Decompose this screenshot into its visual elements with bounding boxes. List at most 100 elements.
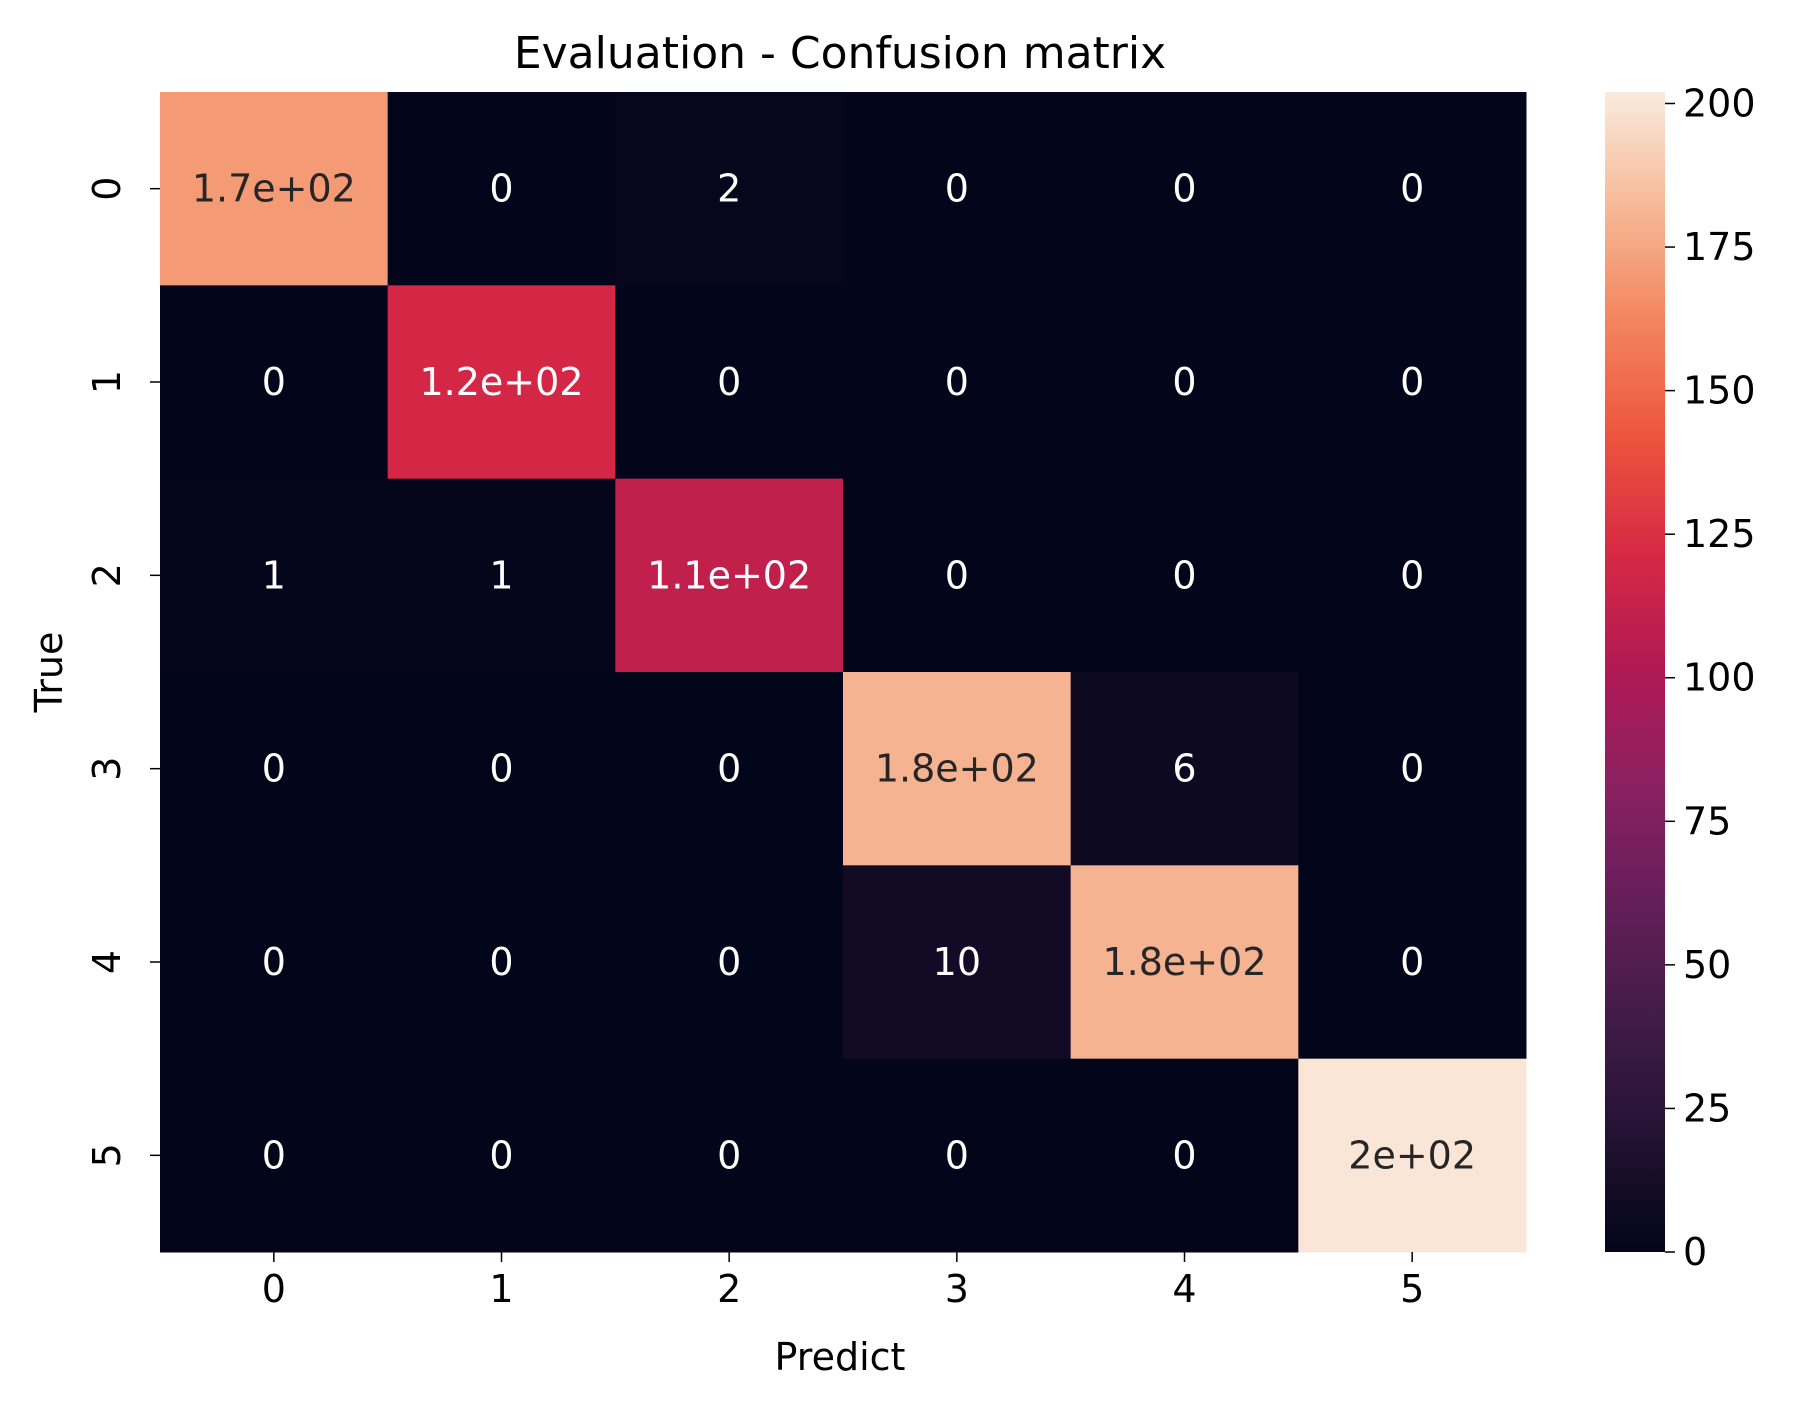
x-tick-label-3: 3 bbox=[945, 1267, 969, 1311]
heatmap-cell-1-1 bbox=[387, 285, 616, 480]
cell-label-5-3: 0 bbox=[945, 1133, 969, 1177]
heatmap-cell-1-2 bbox=[615, 285, 844, 480]
heatmap-cell-3-2 bbox=[615, 672, 844, 866]
cell-label-0-5: 0 bbox=[1400, 167, 1424, 211]
heatmap-cell-4-2 bbox=[615, 865, 844, 1060]
cell-label-2-5: 0 bbox=[1400, 553, 1424, 597]
heatmap-cell-5-5 bbox=[1298, 1058, 1527, 1253]
heatmap-cell-5-3 bbox=[843, 1058, 1072, 1253]
colorbar bbox=[1605, 92, 1665, 1252]
x-tick-label-5: 5 bbox=[1400, 1267, 1424, 1311]
cell-label-5-4: 0 bbox=[1172, 1133, 1196, 1177]
x-tick-label-4: 4 bbox=[1172, 1267, 1196, 1311]
x-axis-label: Predict bbox=[775, 1335, 906, 1379]
cell-label-0-1: 0 bbox=[489, 167, 513, 211]
heatmap-cell-3-3 bbox=[843, 672, 1072, 866]
cell-label-1-0: 0 bbox=[262, 360, 286, 404]
y-tick-label-2: 2 bbox=[85, 563, 129, 587]
heatmap-cell-0-1 bbox=[387, 92, 616, 286]
y-axis-ticks: 0 1 2 3 4 5 bbox=[85, 177, 160, 1167]
colorbar-tick-label-3: 75 bbox=[1683, 799, 1731, 843]
cell-label-1-4: 0 bbox=[1172, 360, 1196, 404]
cell-label-1-3: 0 bbox=[945, 360, 969, 404]
heatmap-cell-2-1 bbox=[387, 478, 616, 673]
cell-label-5-0: 0 bbox=[262, 1133, 286, 1177]
colorbar-tick-label-6: 150 bbox=[1683, 369, 1756, 413]
colorbar-tick-label-8: 200 bbox=[1683, 81, 1756, 125]
cell-label-0-3: 0 bbox=[945, 167, 969, 211]
heatmap-cell-2-2 bbox=[615, 478, 844, 673]
cell-label-2-1: 1 bbox=[489, 553, 513, 597]
cell-label-2-2: 1.1e+02 bbox=[647, 553, 811, 597]
cell-label-3-1: 0 bbox=[489, 747, 513, 791]
cell-label-4-1: 0 bbox=[489, 940, 513, 984]
cell-label-4-5: 0 bbox=[1400, 940, 1424, 984]
heatmap-cell-4-4 bbox=[1070, 865, 1299, 1060]
heatmap-cell-2-4 bbox=[1070, 478, 1299, 673]
heatmap-cells bbox=[160, 92, 1527, 1253]
cell-label-4-3: 10 bbox=[933, 940, 981, 984]
y-tick-label-4: 4 bbox=[85, 950, 129, 974]
heatmap-cell-2-5 bbox=[1298, 478, 1527, 673]
y-tick-label-0: 0 bbox=[85, 177, 129, 201]
x-tick-label-0: 0 bbox=[262, 1267, 286, 1311]
cell-label-5-2: 0 bbox=[717, 1133, 741, 1177]
x-tick-label-2: 2 bbox=[717, 1267, 741, 1311]
heatmap-cell-5-0 bbox=[160, 1058, 389, 1253]
heatmap-cell-1-0 bbox=[160, 285, 389, 480]
y-tick-label-1: 1 bbox=[85, 370, 129, 394]
cell-label-3-5: 0 bbox=[1400, 747, 1424, 791]
cell-label-5-1: 0 bbox=[489, 1133, 513, 1177]
cell-label-1-1: 1.2e+02 bbox=[419, 360, 583, 404]
cell-label-3-3: 1.8e+02 bbox=[875, 747, 1039, 791]
colorbar-tick-label-4: 100 bbox=[1683, 656, 1756, 700]
cell-label-2-0: 1 bbox=[262, 553, 286, 597]
heatmap-cell-0-0 bbox=[160, 92, 389, 286]
heatmap-cell-3-0 bbox=[160, 672, 389, 866]
colorbar-tick-label-7: 175 bbox=[1683, 225, 1756, 269]
heatmap-cell-4-1 bbox=[387, 865, 616, 1060]
cell-label-3-0: 0 bbox=[262, 747, 286, 791]
cell-label-1-2: 0 bbox=[717, 360, 741, 404]
cell-label-3-4: 6 bbox=[1172, 747, 1196, 791]
colorbar-tick-label-1: 25 bbox=[1683, 1086, 1731, 1130]
heatmap-cell-3-4 bbox=[1070, 672, 1299, 866]
cell-label-4-2: 0 bbox=[717, 940, 741, 984]
heatmap-cell-5-1 bbox=[387, 1058, 616, 1253]
heatmap-cell-4-5 bbox=[1298, 865, 1527, 1060]
heatmap-cell-1-3 bbox=[843, 285, 1072, 480]
heatmap-cell-1-4 bbox=[1070, 285, 1299, 480]
heatmap-cell-0-3 bbox=[843, 92, 1072, 286]
x-tick-label-1: 1 bbox=[489, 1267, 513, 1311]
colorbar-tick-label-5: 125 bbox=[1683, 512, 1756, 556]
cell-label-2-3: 0 bbox=[945, 553, 969, 597]
heatmap-cell-3-5 bbox=[1298, 672, 1527, 866]
heatmap-cell-4-3 bbox=[843, 865, 1072, 1060]
heatmap-cell-0-2 bbox=[615, 92, 844, 286]
cell-label-0-4: 0 bbox=[1172, 167, 1196, 211]
y-axis-label: True bbox=[27, 632, 71, 714]
colorbar-tick-label-2: 50 bbox=[1683, 943, 1731, 987]
heatmap-cell-0-5 bbox=[1298, 92, 1527, 286]
cell-label-0-0: 1.7e+02 bbox=[192, 167, 356, 211]
cell-label-2-4: 0 bbox=[1172, 553, 1196, 597]
cell-label-5-5: 2e+02 bbox=[1348, 1133, 1476, 1177]
heatmap-cell-2-0 bbox=[160, 478, 389, 673]
y-tick-label-5: 5 bbox=[85, 1143, 129, 1167]
cell-label-4-0: 0 bbox=[262, 940, 286, 984]
heatmap-cell-3-1 bbox=[387, 672, 616, 866]
colorbar-tick-label-0: 0 bbox=[1683, 1230, 1707, 1274]
cell-label-1-5: 0 bbox=[1400, 360, 1424, 404]
heatmap-cell-0-4 bbox=[1070, 92, 1299, 286]
heatmap-cell-2-3 bbox=[843, 478, 1072, 673]
cell-label-4-4: 1.8e+02 bbox=[1102, 940, 1266, 984]
heatmap-cell-5-4 bbox=[1070, 1058, 1299, 1253]
cell-annotations: 1.7e+02 0 2 0 0 0 0 1.2e+02 0 0 0 0 1 1 1.1e+02 0 0 0 0 0 0 1… bbox=[192, 167, 1476, 1178]
cell-label-3-2: 0 bbox=[717, 747, 741, 791]
chart-title: Evaluation - Confusion matrix bbox=[514, 28, 1166, 79]
x-axis-ticks: 0 1 2 3 4 5 bbox=[262, 1252, 1424, 1311]
y-tick-label-3: 3 bbox=[85, 757, 129, 781]
cell-label-0-2: 2 bbox=[717, 167, 741, 211]
colorbar-ticks: 0 25 50 75 100 125 150 175 200 bbox=[1665, 81, 1756, 1274]
